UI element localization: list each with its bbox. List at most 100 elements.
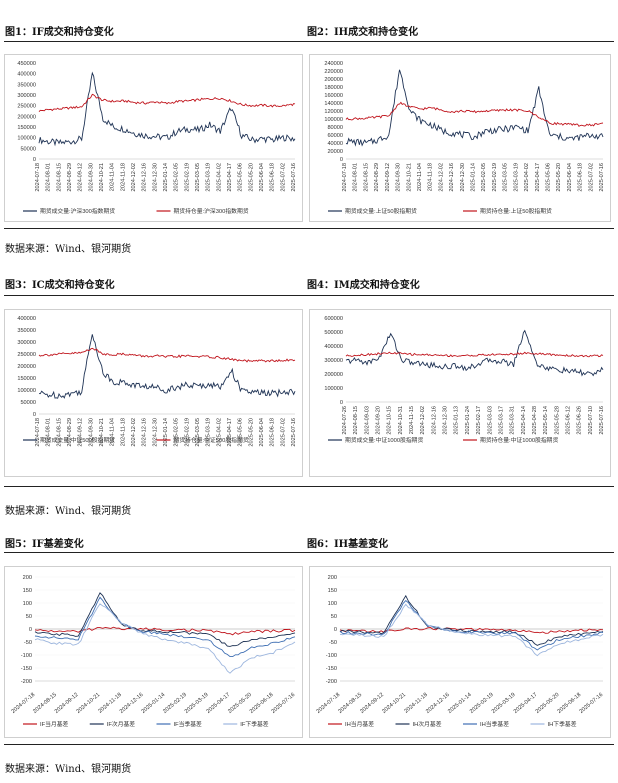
x-tick-label: 2024-10-21 <box>99 163 105 192</box>
x-tick-label: 2024-08-01 <box>46 418 52 447</box>
rule-top-1 <box>4 41 614 42</box>
y-tick-label: 500000 <box>324 330 343 336</box>
y-tick-label: 0 <box>334 627 337 633</box>
y-tick-label: 150 <box>23 588 32 594</box>
x-tick-label: 2025-06-04 <box>259 418 265 447</box>
y-tick-label: 240000 <box>324 61 343 67</box>
x-tick-label: 2025-07-16 <box>579 692 605 715</box>
chart-svg-1: 0 50000 100000 150000 200000 250000 300000 3500… <box>17 61 297 215</box>
x-tick-label: 2024-09-20 <box>376 406 382 435</box>
x-tick-label: 2024-11-18 <box>428 163 434 191</box>
y-tick-label: 200000 <box>17 364 36 370</box>
y-tick-label: 180000 <box>324 85 343 91</box>
legend-label: 期货成交量:上证50股指期货 <box>345 207 417 215</box>
x-tick-label: 2024-11-15 <box>409 406 415 434</box>
x-tick-label: 2024-12-02 <box>438 163 444 192</box>
x-tick-label: 2025-03-03 <box>487 406 493 435</box>
legend-label: IH当季基差 <box>480 720 509 728</box>
chart-title-1: 图1：IF成交和持仓变化 <box>5 27 114 38</box>
x-tick-label: 2024-12-16 <box>431 406 437 435</box>
rule-bottom-3 <box>4 744 614 745</box>
chart-svg-6: 200150100500-50-100-150-2002024-07-18202… <box>316 575 605 728</box>
x-tick-label: 2025-07-02 <box>280 418 286 447</box>
x-tick-label: 2024-10-21 <box>406 163 412 192</box>
legend-label: IH次月基差 <box>413 720 442 728</box>
source-note-1: 数据来源：Wind、银河期货 <box>5 244 132 255</box>
y-tick-label: 160000 <box>324 93 343 99</box>
x-tick-label: 2024-09-12 <box>385 163 391 192</box>
y-tick-label: 300000 <box>17 93 36 99</box>
rule-top-3 <box>4 552 614 553</box>
x-tick-label: 2024-10-21 <box>381 692 407 715</box>
x-tick-label: 2025-04-02 <box>524 163 530 192</box>
x-tick-label: 2024-08-29 <box>67 418 73 447</box>
x-tick-label: 2024-12-02 <box>131 418 137 447</box>
x-tick-label: 2024-11-18 <box>120 163 126 191</box>
x-tick-label: 2025-05-06 <box>238 418 244 447</box>
y-tick-label: 100000 <box>324 117 343 123</box>
series-line-1 <box>345 329 604 377</box>
x-tick-label: 2024-08-01 <box>46 163 52 192</box>
y-tick-label: 40000 <box>327 141 343 147</box>
y-tick-label: 140000 <box>324 101 343 107</box>
x-tick-label: 2025-06-12 <box>565 406 571 435</box>
y-tick-label: -100 <box>21 653 32 659</box>
x-tick-label: 2025-03-19 <box>206 418 212 447</box>
x-tick-label: 2024-08-01 <box>353 163 359 192</box>
series-line-4 <box>339 603 604 657</box>
x-tick-label: 2025-05-06 <box>545 163 551 192</box>
chart-panel-6: 200 150 100 50 0 -50 -100 -150 -200 2024-07-18 202… <box>309 566 611 738</box>
y-tick-label: 150000 <box>17 376 36 382</box>
series-line-3 <box>339 599 604 651</box>
x-tick-label: 2024-10-21 <box>99 418 105 447</box>
x-tick-label: 2025-02-19 <box>184 418 190 447</box>
y-tick-label: 50000 <box>20 146 36 152</box>
x-tick-label: 2024-10-31 <box>398 406 404 435</box>
legend-label: IF下季基差 <box>240 720 269 728</box>
y-tick-label: 50000 <box>20 400 36 406</box>
chart-svg-3: 0 50000 100000 150000 200000 250000 300000 3500… <box>17 316 297 447</box>
y-tick-label: 150000 <box>17 125 36 131</box>
y-tick-label: 120000 <box>324 109 343 115</box>
x-tick-label: 2024-12-30 <box>460 163 466 192</box>
legend-label: 期货成交量:沪深300指数期货 <box>40 207 115 215</box>
y-tick-label: 80000 <box>327 125 343 131</box>
x-tick-label: 2025-02-19 <box>492 163 498 192</box>
x-tick-label: 2025-05-14 <box>543 406 549 435</box>
source-note-2: 数据来源：Wind、银河期货 <box>5 506 132 517</box>
x-tick-label: 2025-07-16 <box>291 163 297 192</box>
y-tick-label: 250000 <box>17 352 36 358</box>
y-tick-label: 250000 <box>17 104 36 110</box>
y-tick-label: 0 <box>33 412 36 418</box>
x-tick-label: 2025-01-14 <box>163 418 169 447</box>
chart-title-3: 图3：IC成交和持仓变化 <box>5 280 115 291</box>
chart-svg-5: 200150100500-50-100-150-2002024-07-18202… <box>11 575 297 728</box>
y-tick-label: 600000 <box>324 316 343 322</box>
rule-top-2 <box>4 295 614 296</box>
x-tick-label: 2024-09-30 <box>88 163 94 192</box>
x-tick-label: 2024-07-18 <box>35 163 41 192</box>
x-tick-label: 2024-07-18 <box>35 418 41 447</box>
legend-label: IF当季基差 <box>174 720 203 728</box>
x-tick-label: 2025-02-19 <box>184 163 190 192</box>
y-tick-label: 0 <box>340 400 343 406</box>
y-tick-label: 350000 <box>17 82 36 88</box>
x-tick-label: 2025-07-16 <box>599 163 605 192</box>
x-tick-label: 2025-03-19 <box>206 163 212 192</box>
y-tick-label: -50 <box>329 640 337 646</box>
y-tick-label: -150 <box>21 666 32 672</box>
x-tick-label: 2025-01-24 <box>465 406 471 435</box>
y-tick-label: 100000 <box>324 386 343 392</box>
x-tick-label: 2024-08-29 <box>67 163 73 192</box>
y-tick-label: 50 <box>26 614 32 620</box>
x-tick-label: 2025-07-10 <box>588 406 594 435</box>
y-tick-label: -150 <box>326 666 337 672</box>
y-tick-label: 200 <box>23 575 32 581</box>
x-tick-label: 2025-05-20 <box>248 418 254 447</box>
rule-bottom-2 <box>4 486 614 487</box>
y-tick-label: 100000 <box>17 388 36 394</box>
x-tick-label: 2025-06-18 <box>270 163 276 192</box>
x-tick-label: 2024-09-12 <box>78 163 84 192</box>
y-tick-label: -200 <box>21 679 32 685</box>
x-tick-label: 2025-06-04 <box>567 163 573 192</box>
